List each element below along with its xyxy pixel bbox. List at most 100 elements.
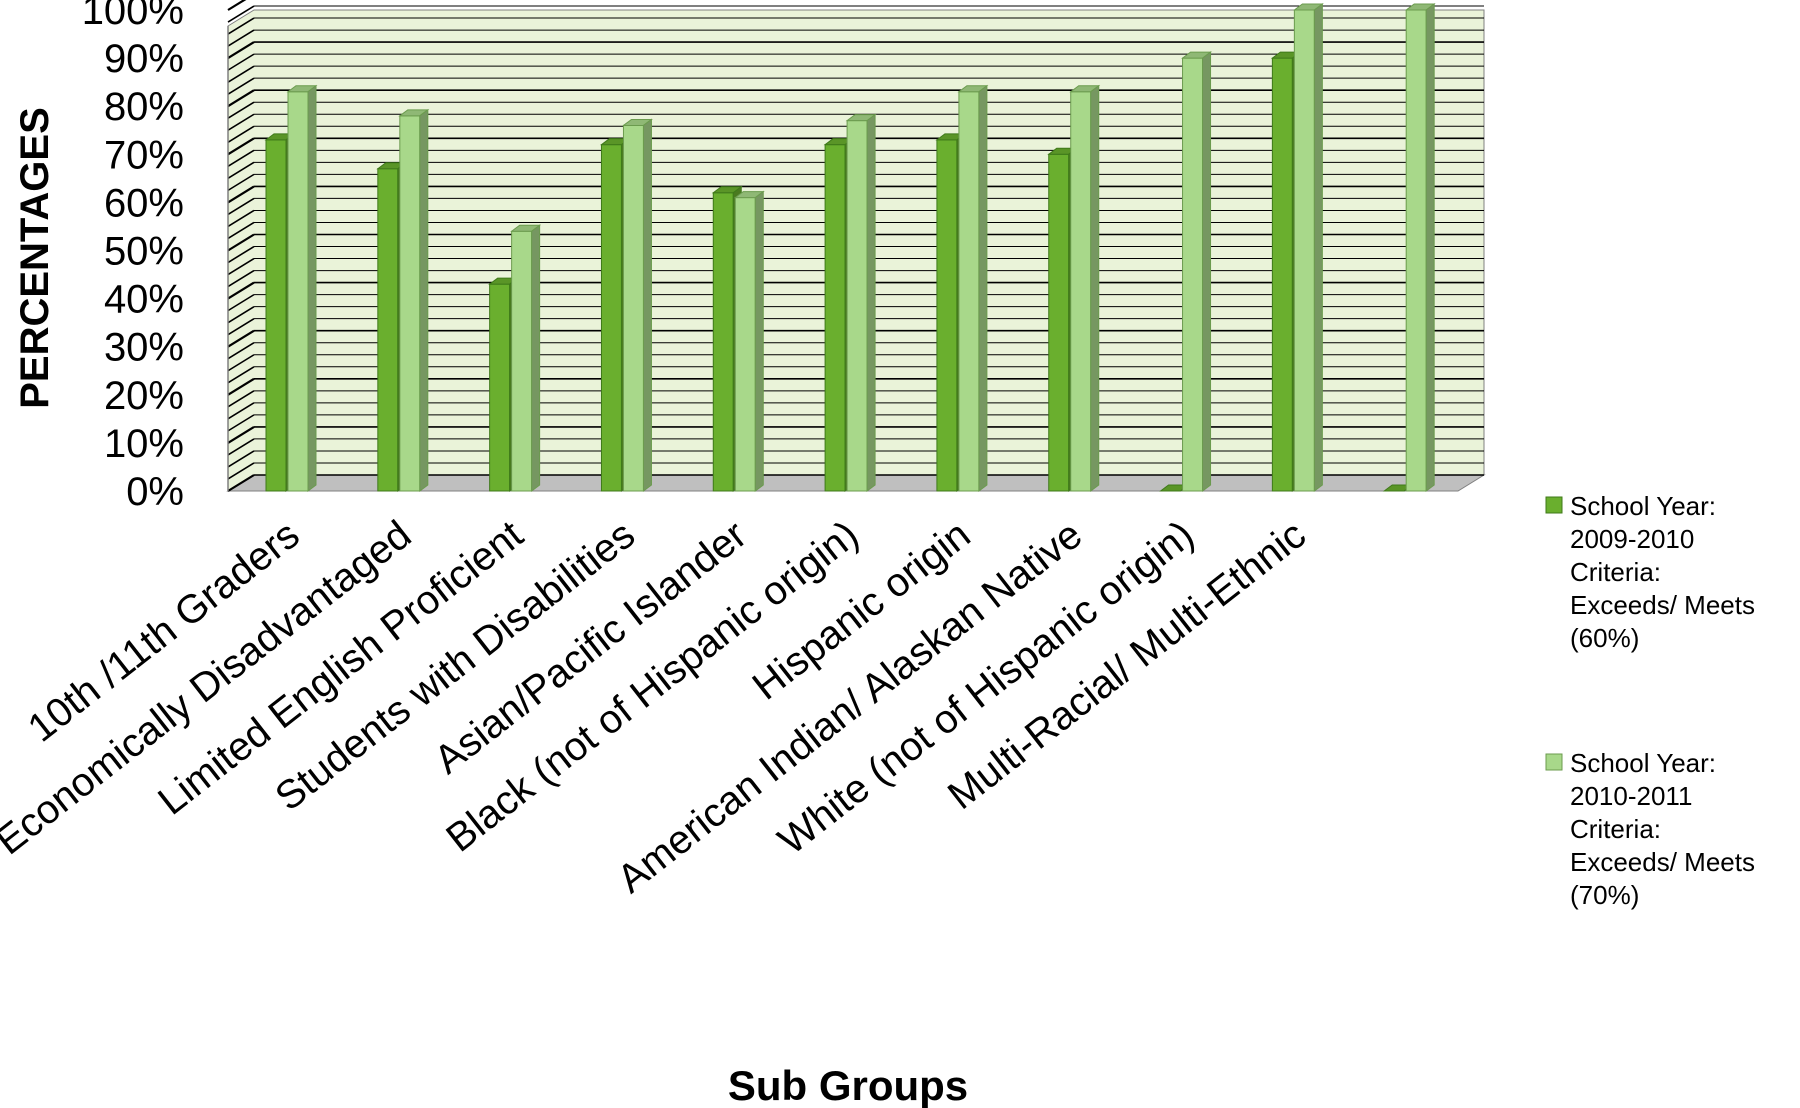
gridline-side bbox=[227, 149, 255, 168]
gridline-side bbox=[227, 281, 255, 300]
bar-series2 bbox=[845, 113, 877, 492]
gridline-side bbox=[227, 462, 255, 480]
bar-front bbox=[734, 197, 756, 492]
y-tick-label: 10% bbox=[104, 422, 184, 466]
bar-side bbox=[978, 84, 988, 492]
legend-label: Criteria: bbox=[1570, 557, 1661, 587]
bar-front bbox=[1182, 57, 1204, 492]
gridline-side bbox=[227, 233, 255, 252]
legend-label: Criteria: bbox=[1570, 814, 1661, 844]
gridline-side bbox=[227, 29, 255, 47]
bar-side bbox=[1202, 51, 1212, 492]
bar-front bbox=[622, 124, 644, 492]
y-tick-label: 20% bbox=[104, 374, 184, 418]
gridline-side bbox=[227, 317, 255, 336]
bar-front bbox=[265, 139, 287, 492]
bar-front bbox=[1293, 9, 1315, 492]
legend-label: (70%) bbox=[1570, 880, 1639, 910]
legend-swatch bbox=[1545, 753, 1563, 771]
bar-front bbox=[511, 230, 533, 492]
gridline-side bbox=[227, 402, 255, 420]
bar-front bbox=[958, 91, 980, 492]
gridline-side bbox=[227, 438, 255, 456]
bar-front bbox=[399, 115, 421, 492]
y-axis-ticks: 0%10%20%30%40%50% 60%70%80%90% 100% bbox=[82, 0, 184, 514]
bar-series2 bbox=[286, 84, 318, 492]
legend-label: School Year: bbox=[1570, 491, 1716, 521]
legend-label: (60%) bbox=[1570, 623, 1639, 653]
legend-label: 2009-2010 bbox=[1570, 524, 1694, 554]
y-tick-label: 0% bbox=[126, 470, 184, 514]
y-tick-label: 80% bbox=[104, 85, 184, 129]
y-tick-label: 60% bbox=[104, 181, 184, 225]
bar-front bbox=[377, 168, 399, 492]
bar-front bbox=[1405, 9, 1427, 492]
gridline-side bbox=[227, 366, 255, 384]
gridline-side bbox=[227, 450, 255, 468]
legend-label: 2010-2011 bbox=[1570, 781, 1692, 811]
bar-front bbox=[1070, 91, 1092, 492]
bar-series2 bbox=[1404, 3, 1436, 492]
gridline-side bbox=[227, 425, 255, 444]
gridline-side bbox=[227, 5, 255, 23]
gridline-side bbox=[227, 377, 255, 396]
bar-series2 bbox=[957, 84, 989, 492]
gridline-side bbox=[227, 269, 255, 288]
gridline-side bbox=[227, 113, 255, 131]
bar-front bbox=[712, 192, 734, 492]
bar-series2 bbox=[733, 190, 765, 492]
gridline-side bbox=[227, 125, 255, 143]
gridline-side bbox=[227, 101, 255, 119]
bar-side bbox=[1090, 84, 1100, 492]
bar-side bbox=[866, 113, 876, 492]
gridline-side bbox=[227, 329, 255, 348]
bar-side bbox=[531, 224, 541, 492]
bar-series2 bbox=[398, 108, 430, 492]
bar-side bbox=[1425, 3, 1435, 492]
legend-label: Exceeds/ Meets bbox=[1570, 590, 1755, 620]
gridline-side bbox=[227, 342, 255, 360]
gridline-side bbox=[227, 209, 255, 228]
bar-front bbox=[600, 144, 622, 492]
bar-front bbox=[846, 120, 868, 492]
gridline-side bbox=[227, 354, 255, 372]
y-tick-label: 50% bbox=[104, 230, 184, 274]
legend-swatch bbox=[1545, 496, 1563, 514]
gridline-side bbox=[227, 257, 255, 276]
bar-side bbox=[642, 118, 652, 492]
gridline-side bbox=[227, 185, 255, 204]
gridline-side bbox=[227, 221, 255, 240]
bar-series2 bbox=[621, 118, 653, 492]
gridline-side bbox=[227, 137, 255, 156]
bar-front bbox=[824, 144, 846, 492]
y-tick-label: 70% bbox=[104, 133, 184, 177]
legend-label: School Year: bbox=[1570, 748, 1716, 778]
y-tick-label: 90% bbox=[104, 37, 184, 81]
y-axis-title: PERCENTAGES bbox=[13, 107, 57, 409]
gridline-side bbox=[227, 0, 247, 11]
gridline-side bbox=[227, 197, 255, 216]
bar-front bbox=[489, 283, 511, 492]
gridline-side bbox=[227, 245, 255, 264]
y-tick-label: 40% bbox=[104, 278, 184, 322]
gridline-side bbox=[227, 305, 255, 324]
bar-series2 bbox=[1069, 84, 1101, 492]
bar-front bbox=[1271, 57, 1293, 492]
x-axis-title: Sub Groups bbox=[728, 1062, 968, 1108]
bar-front bbox=[1048, 153, 1070, 492]
gridline-side bbox=[227, 474, 255, 492]
bar-series2 bbox=[510, 224, 542, 492]
y-tick-label: 100% bbox=[82, 0, 184, 33]
bar-front bbox=[287, 91, 309, 492]
gridline-side bbox=[227, 89, 255, 108]
gridline-side bbox=[227, 41, 255, 60]
bar-side bbox=[307, 84, 317, 492]
bars bbox=[264, 3, 1436, 492]
gridline-side bbox=[227, 17, 255, 35]
gridline-side bbox=[227, 65, 255, 83]
legend-label: Exceeds/ Meets bbox=[1570, 847, 1755, 877]
bar-side bbox=[419, 108, 429, 492]
